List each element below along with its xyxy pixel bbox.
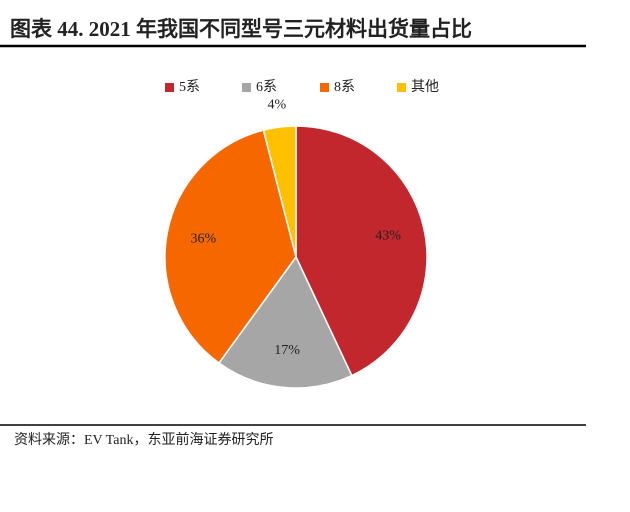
value-label: 43% [375,229,401,244]
pie-slice [217,255,353,389]
pie-slice [164,129,297,365]
pie-slice [295,125,428,377]
chart-title: 图表 44. 2021 年我国不同型号三元材料出货量占比 [10,17,472,41]
value-label: 4% [267,97,286,112]
legend-swatch [165,83,174,92]
legend-swatch [397,83,406,92]
source: 资料来源：EV Tank，东亚前海证券研究所 [14,431,273,448]
legend-label: 8系 [334,79,355,95]
legend-swatch [320,83,329,92]
legend-label: 6系 [256,79,277,95]
legend-swatch [242,83,251,92]
pie-slice [262,125,297,258]
value-label: 36% [191,232,217,247]
value-label: 17% [274,343,300,358]
legend-label: 其他 [411,79,439,95]
legend-label: 5系 [179,79,200,95]
